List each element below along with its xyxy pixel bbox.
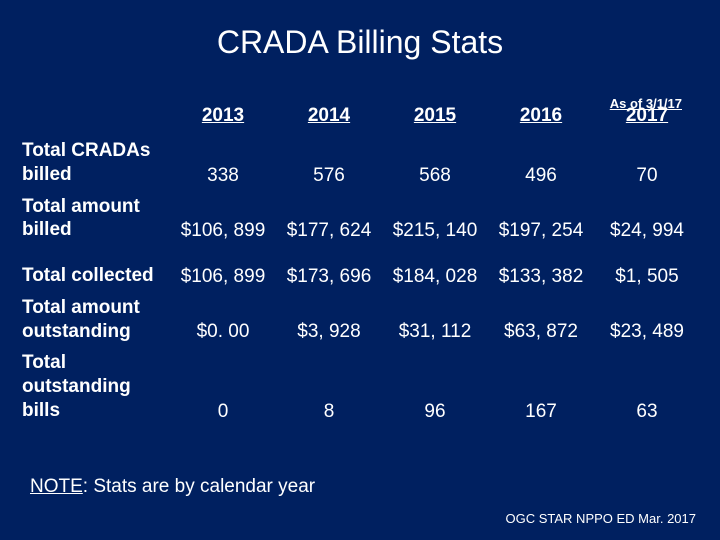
cell: $31, 112: [382, 292, 488, 348]
row-label: Total collected: [20, 260, 170, 292]
col-header: 2016: [488, 101, 594, 135]
cell: 576: [276, 135, 382, 191]
cell: $0. 00: [170, 292, 276, 348]
row-label: Total outstanding bills: [20, 347, 170, 426]
cell: $215, 140: [382, 191, 488, 247]
cell: $197, 254: [488, 191, 594, 247]
cell: 496: [488, 135, 594, 191]
cell: $3, 928: [276, 292, 382, 348]
cell: 167: [488, 347, 594, 426]
table-row: Total CRADAs billed33857656849670: [20, 135, 700, 191]
cell: $173, 696: [276, 260, 382, 292]
cell: $133, 382: [488, 260, 594, 292]
as-of-label: As of 3/1/17: [610, 96, 682, 111]
table-row: Total amount billed$106, 899$177, 624$21…: [20, 191, 700, 247]
col-header: 2014: [276, 101, 382, 135]
cell: 0: [170, 347, 276, 426]
cell: $106, 899: [170, 191, 276, 247]
footer-text: OGC STAR NPPO ED Mar. 2017: [506, 511, 696, 526]
cell: 96: [382, 347, 488, 426]
cell: $1, 505: [594, 260, 700, 292]
cell: $177, 624: [276, 191, 382, 247]
billing-stats-table: 2013 2014 2015 2016 2017 Total CRADAs bi…: [20, 101, 700, 427]
cell: 568: [382, 135, 488, 191]
table-row: [20, 246, 700, 260]
cell: $184, 028: [382, 260, 488, 292]
note-rest: : Stats are by calendar year: [83, 476, 315, 497]
note-prefix: NOTE: [30, 476, 83, 497]
row-label: Total amount outstanding: [20, 292, 170, 348]
page-title: CRADA Billing Stats: [0, 0, 720, 91]
cell: $23, 489: [594, 292, 700, 348]
row-label: Total CRADAs billed: [20, 135, 170, 191]
cell: $63, 872: [488, 292, 594, 348]
table-row: Total amount outstanding$0. 00$3, 928$31…: [20, 292, 700, 348]
row-label: Total amount billed: [20, 191, 170, 247]
cell: 63: [594, 347, 700, 426]
cell: $106, 899: [170, 260, 276, 292]
cell: 338: [170, 135, 276, 191]
col-header: 2015: [382, 101, 488, 135]
cell: $24, 994: [594, 191, 700, 247]
table-row: Total collected$106, 899$173, 696$184, 0…: [20, 260, 700, 292]
cell: 70: [594, 135, 700, 191]
table-row: Total outstanding bills089616763: [20, 347, 700, 426]
col-header: 2013: [170, 101, 276, 135]
note: NOTE: Stats are by calendar year: [30, 476, 315, 498]
cell: 8: [276, 347, 382, 426]
table-header-row: 2013 2014 2015 2016 2017: [20, 101, 700, 135]
